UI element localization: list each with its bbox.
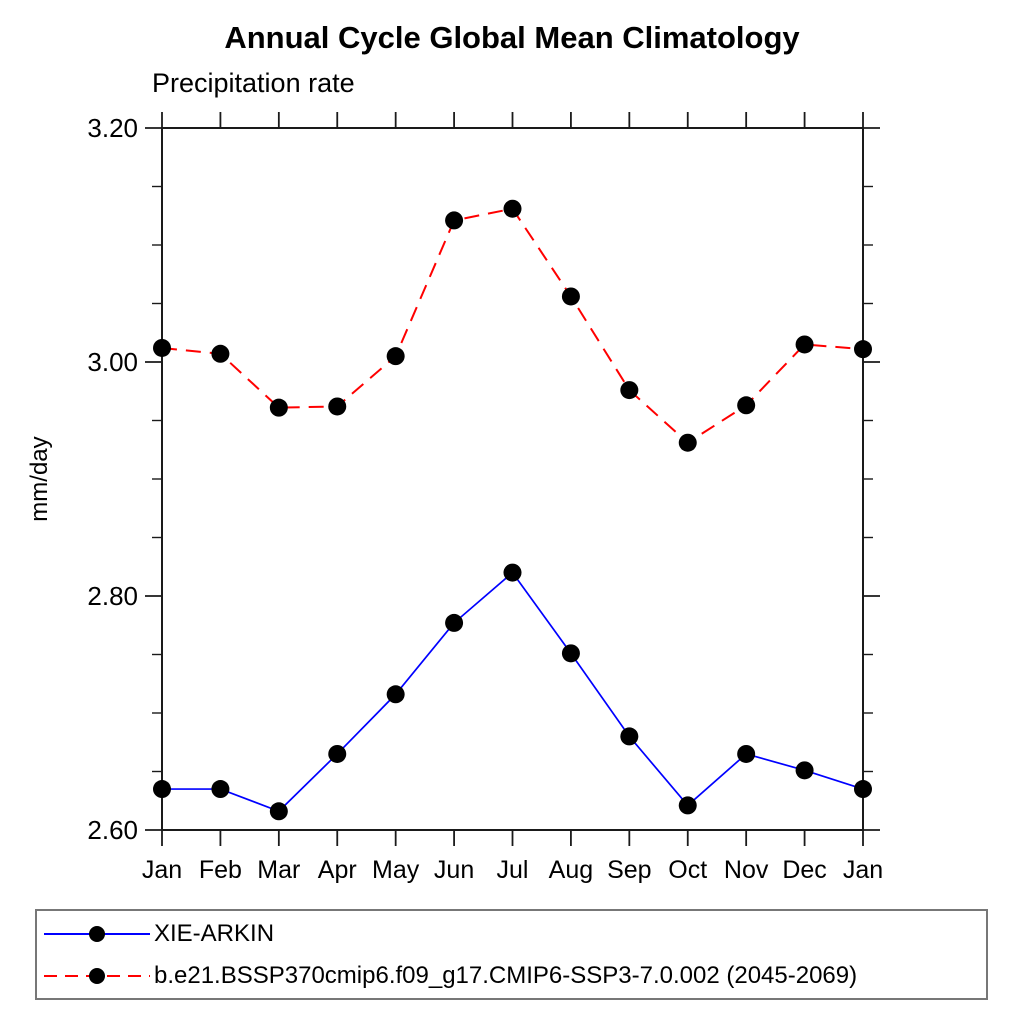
series-line-1	[161, 207, 864, 444]
legend-line-marker-icon	[44, 926, 150, 942]
svg-text:Sep: Sep	[607, 856, 651, 884]
svg-text:Jun: Jun	[434, 856, 474, 884]
svg-text:mm/day: mm/day	[26, 436, 53, 521]
y-axis-title: mm/day	[26, 436, 53, 521]
legend-item-model: b.e21.BSSP370cmip6.f09_g17.CMIP6-SSP3-7.…	[42, 959, 857, 993]
x-axis-labels: Jan Feb Mar Apr May Jun Jul Aug Sep Oct Nov Dec Jan	[142, 856, 883, 884]
y-axis-ticks	[145, 127, 880, 831]
svg-text:Jul: Jul	[497, 856, 529, 884]
svg-text:3.00: 3.00	[87, 347, 138, 377]
svg-text:Jan: Jan	[142, 856, 182, 884]
legend-label: b.e21.BSSP370cmip6.f09_g17.CMIP6-SSP3-7.…	[154, 962, 858, 989]
svg-text:Aug: Aug	[549, 856, 593, 884]
svg-text:2.80: 2.80	[87, 581, 138, 611]
svg-text:Feb: Feb	[199, 856, 242, 884]
legend-label: XIE-ARKIN	[154, 920, 275, 947]
series-line-0	[162, 571, 864, 813]
legend: XIE-ARKIN b.e21.BSSP370cmip6.f09_g17.CMI…	[35, 909, 988, 1000]
svg-text:Dec: Dec	[782, 856, 826, 884]
series-markers-1	[153, 199, 872, 452]
series-markers-0	[153, 563, 872, 821]
axis-frame	[161, 127, 864, 831]
svg-text:Oct: Oct	[668, 856, 707, 884]
legend-item-xie-arkin: XIE-ARKIN	[42, 917, 274, 951]
svg-text:Nov: Nov	[724, 856, 769, 884]
y-axis-labels: 2.60 2.80 3.00 3.20	[87, 113, 138, 845]
svg-text:2.60: 2.60	[87, 815, 138, 845]
chart-title: Annual Cycle Global Mean Climatology	[224, 20, 800, 55]
x-axis-ticks	[161, 112, 864, 846]
svg-text:Jan: Jan	[843, 856, 883, 884]
svg-text:3.20: 3.20	[87, 113, 138, 143]
svg-text:May: May	[372, 856, 420, 884]
svg-text:Mar: Mar	[257, 856, 300, 884]
plot-area: Jan Feb Mar Apr May Jun Jul Aug Sep Oct Nov Dec Jan2…	[26, 112, 883, 884]
svg-text:Apr: Apr	[318, 856, 357, 884]
legend-line-marker-icon	[44, 968, 150, 984]
chart-subtitle: Precipitation rate	[152, 68, 355, 98]
